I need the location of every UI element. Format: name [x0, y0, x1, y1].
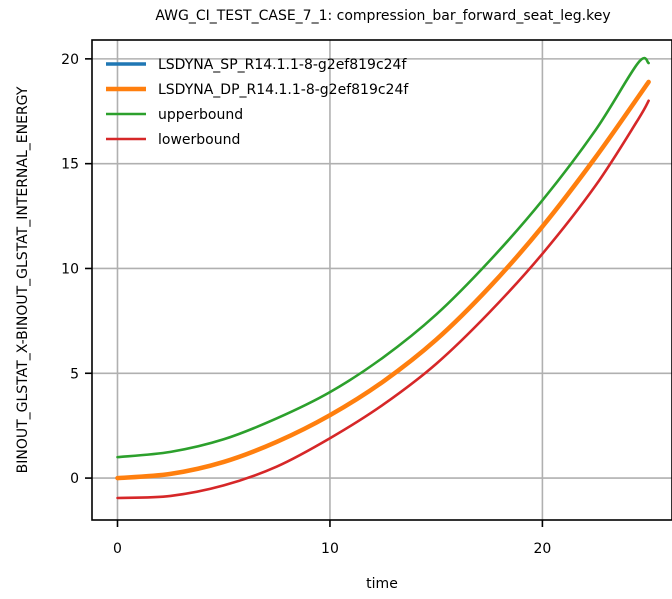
y-tick-label: 10	[61, 261, 79, 277]
axis-ticks: 0 10 20 0 5 10 15 20	[61, 52, 551, 557]
legend-label: lowerbound	[158, 132, 240, 148]
legend: LSDYNA_SP_R14.1.1-8-g2ef819c24f LSDYNA_DP…	[106, 57, 409, 148]
legend-label: LSDYNA_DP_R14.1.1-8-g2ef819c24f	[158, 82, 409, 98]
series-lines	[115, 56, 651, 500]
series-line-lsdyna-dp-r14-1-1-8-g2ef819c24f	[115, 79, 651, 481]
y-axis-label: BINOUT_GLSTAT_X-BINOUT_GLSTAT_INTERNAL_E…	[15, 86, 31, 473]
grid-lines	[92, 40, 672, 520]
legend-label: upperbound	[158, 107, 243, 123]
plot-frame	[91, 39, 672, 521]
chart-title: AWG_CI_TEST_CASE_7_1: compression_bar_fo…	[155, 8, 610, 24]
y-tick-label: 0	[70, 471, 79, 487]
y-tick-label: 15	[61, 157, 79, 173]
x-tick-label: 10	[321, 541, 339, 557]
x-tick-label: 0	[113, 541, 122, 557]
series-line-upperbound	[116, 56, 650, 459]
y-tick-label: 5	[70, 366, 79, 382]
x-tick-label: 20	[533, 541, 551, 557]
series-line-lowerbound	[116, 99, 650, 500]
x-axis-label: time	[366, 576, 398, 592]
y-tick-label: 20	[61, 52, 79, 68]
legend-label: LSDYNA_SP_R14.1.1-8-g2ef819c24f	[158, 57, 407, 73]
